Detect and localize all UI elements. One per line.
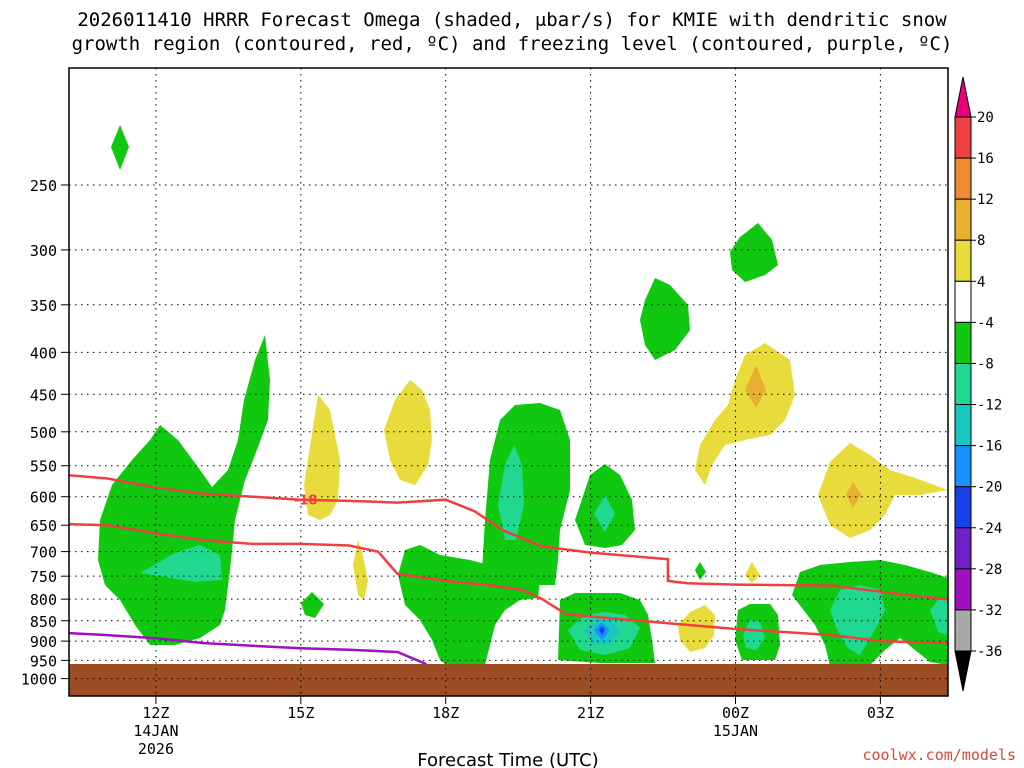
colorbar-label: 8 [977, 233, 985, 249]
colorbar-label: 12 [977, 192, 994, 208]
omega-region [301, 592, 324, 618]
title-line-2: growth region (contoured, red, ºC) and f… [71, 33, 953, 55]
omega-region [745, 562, 760, 583]
colorbar: 20 16 12 8 4 -4 -8 -12 -16 -20 -24 -28 -32 -36 [954, 76, 1002, 692]
colorbar-label: -20 [977, 480, 1002, 496]
y-tick-label: 900 [30, 633, 57, 651]
y-axis: 250 300 350 400 450 500 550 600 650 700 750 800 850 9… [21, 177, 69, 689]
y-tick-label: 750 [30, 568, 57, 586]
colorbar-swatch [954, 568, 972, 611]
x-tick-date: 15JAN [713, 722, 758, 740]
colorbar-label: -28 [977, 562, 1002, 578]
plot-frame [68, 67, 949, 697]
site-credit: coolwx.com/models [862, 746, 1016, 764]
gridlines [69, 68, 948, 696]
omega-region [111, 125, 129, 170]
omega-region [818, 443, 948, 538]
omega-region [599, 626, 605, 635]
omega-region [695, 562, 706, 580]
x-tick-label: 03Z [867, 704, 894, 722]
omega-region [930, 598, 948, 635]
omega-region [482, 403, 570, 600]
colorbar-swatch [954, 321, 972, 364]
omega-region [594, 495, 615, 532]
contours [69, 474, 948, 666]
y-tick-label: 850 [30, 613, 57, 631]
dgz-contour [69, 474, 948, 601]
colorbar-swatch [954, 445, 972, 488]
contour-label-minus18: -18 [294, 494, 318, 509]
colorbar-bottom-arrow [954, 650, 972, 692]
omega-region [140, 545, 222, 582]
colorbar-label: -8 [977, 356, 994, 372]
y-tick-label: 300 [30, 242, 57, 260]
x-tick-date: 14JAN [133, 722, 178, 740]
x-tick-label: 21Z [577, 704, 604, 722]
omega-region [730, 223, 778, 282]
x-tick-year: 2026 [138, 740, 174, 758]
colorbar-swatch [954, 404, 972, 447]
colorbar-label: -36 [977, 644, 1002, 660]
omega-region [743, 620, 765, 650]
y-tick-label: 1000 [21, 671, 57, 689]
colorbar-label: -16 [977, 439, 1002, 455]
y-tick-label: 950 [30, 652, 57, 670]
colorbar-label: 20 [977, 110, 994, 126]
dgz-contour [69, 522, 948, 645]
colorbar-label: -24 [977, 521, 1002, 537]
omega-region [745, 365, 766, 408]
x-tick-label: 12Z [142, 704, 169, 722]
colorbar-swatch [954, 116, 972, 159]
y-tick-label: 800 [30, 591, 57, 609]
y-tick-label: 250 [30, 177, 57, 195]
freezing-level-contour [69, 631, 427, 666]
y-tick-label: 550 [30, 458, 57, 476]
colorbar-top-arrow [954, 76, 972, 118]
x-axis-label: Forecast Time (UTC) [417, 750, 598, 768]
ground-surface [69, 664, 948, 696]
chart-title: 2026011410 HRRR Forecast Omega (shaded, … [0, 8, 1024, 56]
colorbar-label: -4 [977, 315, 994, 331]
colorbar-swatch [954, 239, 972, 282]
x-tick-label: 00Z [722, 704, 749, 722]
omega-region [678, 605, 715, 652]
colorbar-swatch [954, 198, 972, 241]
colorbar-swatch [954, 486, 972, 529]
omega-region [498, 445, 524, 540]
colorbar-label: 16 [977, 151, 994, 167]
colorbar-swatch [954, 157, 972, 200]
y-tick-label: 400 [30, 344, 57, 362]
omega-region [304, 395, 340, 520]
omega-region [640, 278, 690, 360]
colorbar-label: -32 [977, 603, 1002, 619]
y-tick-label: 700 [30, 544, 57, 562]
colorbar-label: 4 [977, 274, 985, 290]
colorbar-swatch [954, 362, 972, 406]
omega-region [695, 343, 795, 485]
x-tick-label: 15Z [287, 704, 314, 722]
y-tick-label: 350 [30, 297, 57, 315]
y-tick-label: 500 [30, 424, 57, 442]
y-tick-label: 600 [30, 489, 57, 507]
colorbar-swatch [954, 527, 972, 570]
colorbar-swatch [954, 609, 972, 652]
colorbar-swatch [954, 280, 972, 323]
colorbar-label: -12 [977, 398, 1002, 414]
omega-region [384, 380, 432, 485]
x-tick-label: 18Z [432, 704, 459, 722]
y-tick-label: 650 [30, 517, 57, 535]
omega-region [353, 540, 368, 600]
omega-region [846, 482, 861, 508]
y-tick-label: 450 [30, 386, 57, 404]
title-line-1: 2026011410 HRRR Forecast Omega (shaded, … [77, 9, 947, 31]
